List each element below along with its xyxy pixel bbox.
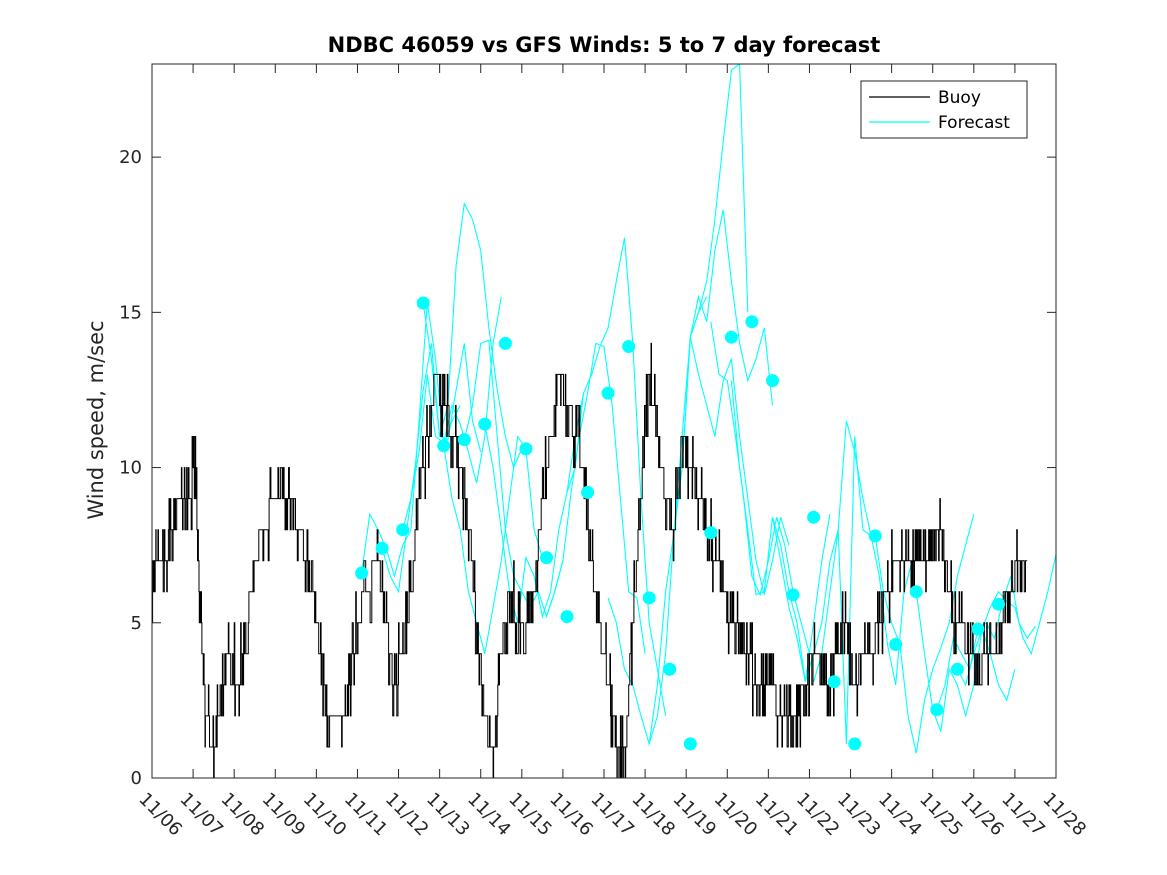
forecast-marker bbox=[457, 433, 471, 447]
forecast-marker bbox=[724, 330, 738, 344]
forecast-marker bbox=[642, 591, 656, 605]
x-tick-label: 11/24 bbox=[874, 789, 926, 841]
x-tick-label: 11/28 bbox=[1038, 789, 1090, 841]
x-tick-label: 11/23 bbox=[833, 789, 885, 841]
forecast-line-run-8 bbox=[545, 342, 646, 654]
legend-label-forecast: Forecast bbox=[938, 113, 1010, 133]
forecast-marker bbox=[375, 541, 389, 555]
y-axis-label: Wind speed, m/sec bbox=[84, 320, 108, 519]
x-tick-label: 11/10 bbox=[299, 789, 351, 841]
forecast-line-run-20 bbox=[956, 554, 1056, 687]
x-tick-label: 11/27 bbox=[997, 789, 1049, 841]
forecast-line-run-21 bbox=[936, 576, 1036, 710]
forecast-line-run-13 bbox=[689, 337, 790, 595]
x-tick-label: 11/11 bbox=[340, 789, 392, 841]
forecast-marker bbox=[396, 523, 410, 537]
x-tick-label: 11/15 bbox=[504, 789, 556, 841]
forecast-marker bbox=[581, 485, 595, 499]
x-tick-label: 11/20 bbox=[710, 789, 762, 841]
axes: 0510152011/0611/0711/0811/0911/1011/1111… bbox=[119, 63, 1090, 841]
plot-area bbox=[152, 64, 1056, 778]
x-tick-label: 11/25 bbox=[915, 789, 967, 841]
forecast-marker bbox=[909, 585, 923, 599]
x-tick-label: 11/19 bbox=[669, 789, 721, 841]
forecast-marker bbox=[478, 417, 492, 431]
forecast-marker bbox=[848, 737, 862, 751]
forecast-marker bbox=[540, 551, 553, 565]
forecast-line-run-18 bbox=[874, 513, 975, 754]
forecast-line-run-4 bbox=[422, 201, 523, 470]
y-tick-label: 15 bbox=[119, 302, 142, 323]
x-tick-label: 11/18 bbox=[628, 789, 680, 841]
forecast-marker bbox=[663, 662, 677, 676]
legend-label-buoy: Buoy bbox=[938, 88, 981, 108]
forecast-marker bbox=[971, 622, 985, 636]
forecast-marker bbox=[622, 340, 636, 353]
legend-box bbox=[860, 80, 1028, 139]
forecast-marker bbox=[950, 662, 964, 676]
forecast-marker bbox=[766, 374, 779, 388]
x-tick-label: 11/07 bbox=[176, 789, 228, 841]
forecast-marker bbox=[416, 296, 430, 310]
forecast-marker bbox=[355, 566, 369, 580]
forecast-marker bbox=[827, 675, 841, 689]
x-tick-label: 11/13 bbox=[422, 789, 474, 841]
forecast-marker bbox=[601, 386, 615, 400]
x-tick-label: 11/12 bbox=[381, 789, 433, 841]
x-tick-label: 11/06 bbox=[134, 789, 186, 841]
x-tick-label: 11/21 bbox=[751, 789, 803, 841]
forecast-line-run-14 bbox=[710, 321, 811, 654]
x-tick-label: 11/22 bbox=[792, 789, 844, 841]
y-tick-label: 0 bbox=[131, 768, 142, 789]
x-tick-label: 11/17 bbox=[586, 789, 638, 841]
forecast-line-run-11 bbox=[648, 64, 749, 744]
y-tick-label: 5 bbox=[131, 613, 142, 634]
forecast-marker bbox=[683, 737, 697, 751]
forecast-line-run-15 bbox=[730, 380, 831, 682]
forecast-marker bbox=[930, 703, 944, 717]
forecast-marker bbox=[745, 315, 759, 329]
buoy-line bbox=[152, 342, 1028, 778]
x-tick-label: 11/08 bbox=[217, 789, 269, 841]
forecast-line-run-2 bbox=[381, 343, 482, 594]
y-tick-label: 10 bbox=[119, 458, 142, 479]
forecast-line-run-9 bbox=[566, 237, 667, 716]
x-tick-label: 11/14 bbox=[463, 789, 515, 841]
forecast-marker bbox=[786, 588, 800, 602]
forecast-line-run-3 bbox=[402, 296, 502, 530]
forecast-marker bbox=[519, 442, 533, 456]
x-tick-label: 11/16 bbox=[545, 789, 597, 841]
y-tick-label: 20 bbox=[119, 147, 142, 168]
x-tick-label: 11/26 bbox=[956, 789, 1008, 841]
forecast-marker bbox=[889, 638, 903, 651]
chart-title: NDBC 46059 vs GFS Winds: 5 to 7 day fore… bbox=[328, 33, 881, 57]
forecast-marker bbox=[560, 610, 574, 624]
legend: Buoy Forecast bbox=[860, 80, 1028, 139]
axes-box bbox=[151, 63, 1057, 779]
forecast-marker bbox=[868, 529, 882, 543]
forecast-marker bbox=[437, 439, 451, 453]
forecast-marker bbox=[498, 336, 512, 350]
forecast-marker bbox=[992, 597, 1005, 611]
x-tick-label: 11/09 bbox=[258, 789, 310, 841]
forecast-marker bbox=[807, 510, 821, 524]
forecast-marker bbox=[704, 526, 718, 540]
forecast-line-run-17 bbox=[813, 420, 913, 686]
